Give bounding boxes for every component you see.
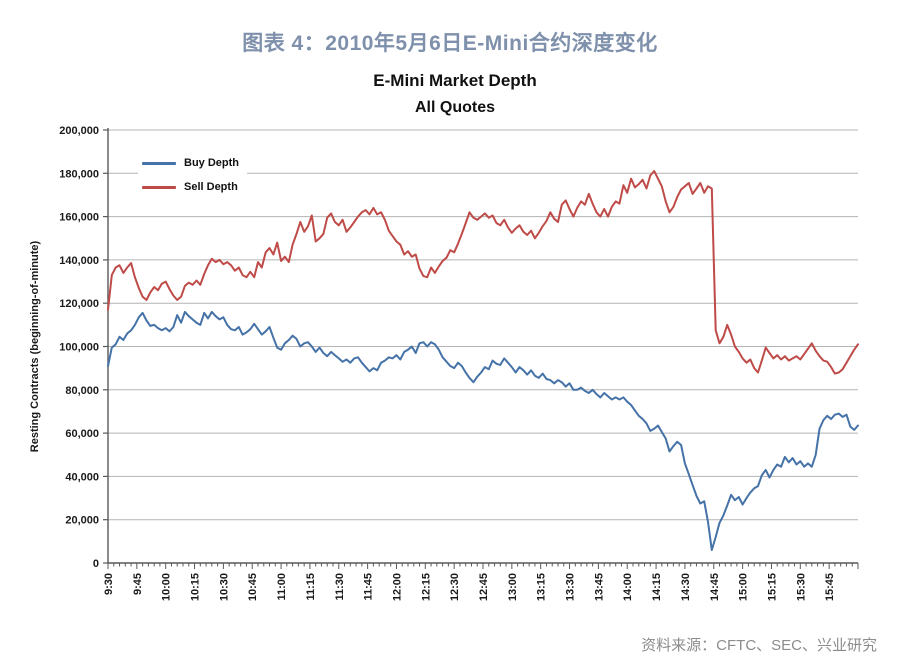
source-note: 资料来源：CFTC、SEC、兴业研究 <box>641 637 877 654</box>
y-tick-label: 180,000 <box>59 168 99 180</box>
x-tick-label: 15:00 <box>738 573 750 601</box>
legend-label-sell-depth: Sell Depth <box>184 181 238 193</box>
y-gridlines <box>108 129 858 521</box>
x-tick-label: 14:30 <box>680 573 692 601</box>
y-axis-title: Resting Contracts (beginning-of-minute) <box>29 240 41 452</box>
x-tick-label: 9:45 <box>132 573 144 595</box>
y-tick-label: 80,000 <box>65 385 99 397</box>
y-tick-label: 20,000 <box>65 515 99 527</box>
x-tick-label: 11:15 <box>305 573 317 601</box>
y-tick-label: 0 <box>93 558 99 570</box>
x-tick-label: 10:45 <box>247 573 259 601</box>
x-tick-label: 10:00 <box>161 573 173 601</box>
chart-legend: Buy Depth Sell Depth <box>138 149 247 201</box>
sell-depth-line-swatch <box>142 185 176 189</box>
y-tick-label: 100,000 <box>59 342 99 354</box>
x-tick-label: 15:45 <box>824 573 836 601</box>
x-tick-label: 14:45 <box>709 573 721 601</box>
x-tick-label: 12:45 <box>478 573 490 601</box>
x-tick-label: 11:00 <box>276 573 288 601</box>
x-tick-label: 15:15 <box>766 573 778 601</box>
x-tick-label: 10:30 <box>218 573 230 601</box>
chart-title: E-Mini Market Depth <box>373 71 537 90</box>
y-tick-label: 200,000 <box>59 125 99 137</box>
page-title: 图表 4：2010年5月6日E-Mini合约深度变化 <box>242 32 658 55</box>
y-axis-ticks: 0 20,000 40,000 60,000 80,000 100,000 120,000 1… <box>59 125 108 570</box>
x-tick-label: 12:30 <box>449 573 461 601</box>
legend-label-buy-depth: Buy Depth <box>184 157 239 169</box>
sell-depth-line <box>107 170 859 375</box>
x-tick-label: 14:00 <box>622 573 634 601</box>
y-tick-label: 40,000 <box>65 471 99 483</box>
x-tick-label: 13:45 <box>593 573 605 601</box>
x-tick-label: 12:15 <box>420 573 432 601</box>
chart-subtitle: All Quotes <box>414 99 495 116</box>
y-tick-label: 140,000 <box>59 255 99 267</box>
x-tick-label: 9:30 <box>103 573 115 595</box>
x-tick-label: 13:00 <box>507 573 519 601</box>
legend-item-buy-depth: Buy Depth <box>142 151 239 175</box>
legend-item-sell-depth: Sell Depth <box>142 175 239 199</box>
buy-depth-line <box>107 310 859 551</box>
buy-depth-line-swatch <box>142 161 176 165</box>
y-tick-label: 60,000 <box>65 428 99 440</box>
y-tick-label: 120,000 <box>59 298 99 310</box>
x-tick-label: 15:30 <box>795 573 807 601</box>
x-tick-label: 13:30 <box>565 573 577 601</box>
x-tick-label: 12:00 <box>391 573 403 601</box>
x-tick-label: 11:30 <box>334 573 346 601</box>
x-axis-ticks: 9:30 9:45 10:00 10:15 10:30 10:45 11:00 11:15 11… <box>103 563 859 601</box>
x-tick-label: 13:15 <box>536 573 548 601</box>
x-tick-label: 14:15 <box>651 573 663 601</box>
x-tick-label: 11:45 <box>363 573 375 601</box>
x-tick-label: 10:15 <box>190 573 202 601</box>
y-tick-label: 160,000 <box>59 212 99 224</box>
